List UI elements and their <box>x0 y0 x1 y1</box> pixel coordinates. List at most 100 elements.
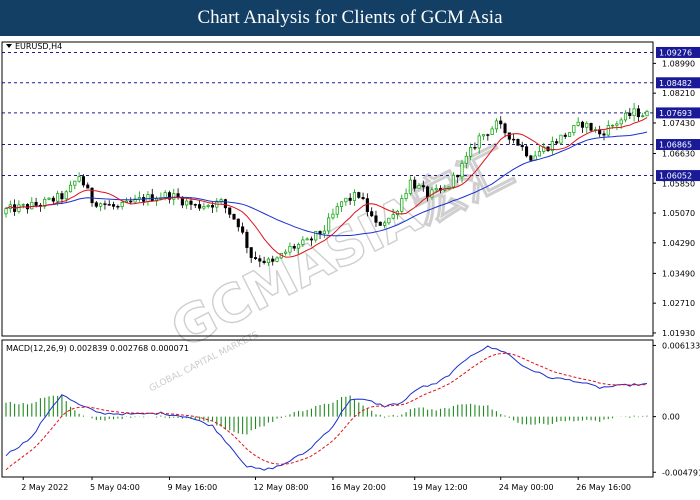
candle-body <box>68 184 73 193</box>
candle-body <box>589 122 593 131</box>
candle-body <box>559 134 563 144</box>
candle-body <box>249 247 253 258</box>
candle-body <box>486 134 490 136</box>
candle-body <box>400 198 404 212</box>
candle-body <box>47 197 51 200</box>
candle-body <box>602 133 606 136</box>
candle-body <box>206 205 210 207</box>
candle-body <box>253 257 258 260</box>
macd-y-tick-label: 0.00 <box>662 413 680 422</box>
candle-body <box>580 121 585 128</box>
candle-body <box>481 134 486 137</box>
candle-body <box>73 180 77 186</box>
candle-body <box>529 155 533 161</box>
macd-y-tick-label: -0.004791 <box>662 468 700 477</box>
candle-body <box>258 258 262 262</box>
y-tick-label: 1.05850 <box>662 179 695 188</box>
candle-body <box>370 211 374 217</box>
level-label-box <box>656 139 700 151</box>
candle-body <box>99 203 103 207</box>
macd-panel-border <box>1 339 654 478</box>
candle-body <box>284 251 288 254</box>
candle-body <box>232 213 236 220</box>
chart-title: Chart Analysis for Clients of GCM Asia <box>197 7 503 28</box>
candle-body <box>512 138 516 141</box>
candle-body <box>94 202 98 207</box>
candle-body <box>21 204 25 206</box>
candle-body <box>563 134 567 137</box>
macd-y-tick-label: 0.006133 <box>662 341 700 350</box>
price-panel-border <box>1 41 654 337</box>
candle-body <box>568 132 572 137</box>
candle-body <box>615 123 619 126</box>
candle-body <box>335 206 339 215</box>
candle-body <box>167 192 172 200</box>
candle-body <box>499 120 503 125</box>
x-tick-label: 16 May 20:00 <box>331 483 386 492</box>
candle-body <box>189 200 193 205</box>
candle-body <box>288 246 292 253</box>
x-tick-label: 12 May 08:00 <box>254 483 309 492</box>
x-tick-label: 5 May 04:00 <box>90 483 140 492</box>
candle-body <box>219 199 223 202</box>
candle-body <box>451 174 455 188</box>
candle-body <box>348 197 352 201</box>
candle-body <box>623 112 628 121</box>
watermark-brand: GCMASIA宏汇 <box>162 137 522 360</box>
candle-body <box>404 193 408 199</box>
chart-canvas: GCMASIA宏汇 GLOBAL CAPITAL MARKETS EURUSD,… <box>1 41 700 492</box>
chart-frame: 1.08990 1.08210 1.07430 1.06630 1.05850 1.050… <box>1 41 700 492</box>
moving-average-slow <box>5 131 648 237</box>
level-label-box <box>656 107 700 119</box>
candle-body <box>223 199 227 209</box>
y-tick-label: 1.08990 <box>662 59 695 68</box>
candle-body <box>494 120 498 130</box>
candle-body <box>81 176 85 186</box>
y-tick-label: 1.03490 <box>662 269 695 278</box>
candle-body <box>180 197 184 206</box>
candle-body <box>507 132 511 140</box>
candle-body <box>60 193 64 200</box>
candle-body <box>503 123 507 134</box>
candle-body <box>228 207 232 215</box>
candle-body <box>198 204 202 209</box>
candle-body <box>378 221 382 226</box>
candle-body <box>172 193 176 200</box>
moving-average-fast <box>5 117 648 258</box>
candle-body <box>611 124 615 127</box>
candle-body <box>112 204 116 207</box>
candle-body <box>456 174 460 178</box>
candle-body <box>645 111 649 117</box>
x-tick-label: 19 May 12:00 <box>413 483 468 492</box>
y-tick-label: 1.02710 <box>662 299 695 308</box>
macd-panel: MACD(12,26,9) 0.002839 0.002768 0.000071 <box>5 344 648 471</box>
candle-body <box>322 230 326 234</box>
candle-body <box>352 192 357 201</box>
candle-body <box>150 194 154 202</box>
candle-body <box>210 205 215 208</box>
candle-body <box>460 162 464 178</box>
level-label: 1.07693 <box>659 109 692 118</box>
macd-label: MACD(12,26,9) 0.002839 0.002768 0.000071 <box>6 344 189 353</box>
candle-body <box>477 135 481 149</box>
candle-body <box>43 198 47 207</box>
x-tick-label: 26 May 16:00 <box>576 483 631 492</box>
candle-body <box>314 231 318 241</box>
candle-body <box>421 185 425 188</box>
candle-body <box>520 144 524 148</box>
candle-body <box>365 198 369 212</box>
symbol-dropdown-icon <box>6 44 12 48</box>
candle-body <box>305 238 309 241</box>
y-tick-label: 1.06630 <box>662 149 695 158</box>
candle-body <box>361 197 365 199</box>
level-label: 1.09276 <box>659 48 692 57</box>
y-tick-label: 1.05070 <box>662 209 695 218</box>
candle-body <box>245 231 249 248</box>
y-tick-label: 1.08210 <box>662 89 695 98</box>
candle-body <box>606 125 610 136</box>
candle-body <box>56 193 60 202</box>
candle-body <box>408 179 412 194</box>
candle-body <box>241 226 245 233</box>
candle-body <box>318 231 322 234</box>
candle-body <box>77 176 81 182</box>
